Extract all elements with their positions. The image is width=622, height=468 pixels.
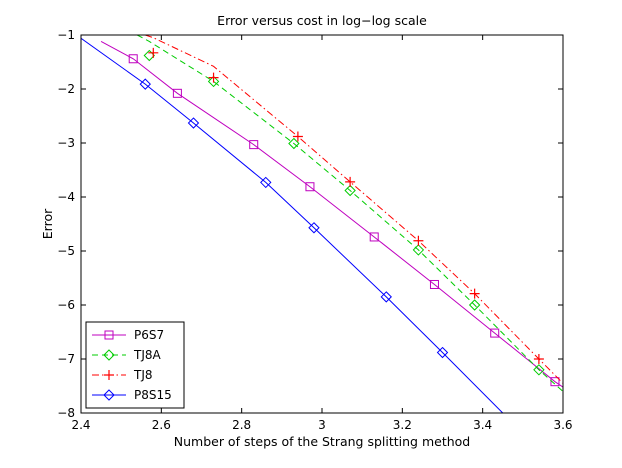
data-point-marker	[380, 291, 392, 303]
data-point-marker	[533, 364, 545, 376]
data-point-marker	[172, 88, 182, 98]
y-tick-label: −2	[57, 82, 75, 96]
legend-item: TJ8	[92, 368, 153, 382]
y-axis-label: Error	[40, 208, 55, 239]
data-point-marker	[308, 222, 320, 234]
data-point-marker	[143, 49, 155, 62]
legend-marker	[104, 370, 114, 380]
data-point-marker	[345, 176, 356, 187]
x-tick-label: 2.4	[71, 418, 90, 432]
y-tick-label: −6	[57, 298, 75, 312]
data-point-marker	[260, 176, 272, 189]
legend-label: TJ8	[133, 368, 153, 382]
series-p8s15	[81, 37, 504, 413]
legend-label: P6S7	[134, 328, 164, 342]
data-point-marker	[305, 182, 315, 192]
legend-marker	[104, 330, 114, 340]
legend: P6S7 TJ8A TJ8 P8S15	[85, 321, 185, 409]
x-tick-label: 3.2	[393, 418, 412, 432]
y-tick-label: −8	[57, 406, 75, 420]
y-tick-label: −7	[57, 352, 75, 366]
data-point-marker	[207, 75, 220, 88]
x-tick-label: 3.4	[473, 418, 492, 432]
series-line	[100, 41, 563, 388]
x-tick-label: 3	[318, 418, 326, 432]
data-point-marker	[436, 346, 449, 359]
chart-title: Error versus cost in log−log scale	[217, 13, 427, 28]
data-point-marker	[249, 140, 259, 150]
data-point-marker	[344, 184, 356, 197]
data-point-marker	[469, 288, 480, 299]
series-line	[145, 35, 563, 384]
legend-item: TJ8A	[92, 348, 162, 362]
data-point-marker	[533, 354, 544, 364]
legend-label: P8S15	[134, 388, 172, 402]
legend-item: P8S15	[92, 388, 172, 402]
data-point-marker	[429, 279, 439, 289]
data-point-marker	[288, 137, 300, 150]
series-layer	[81, 35, 563, 413]
data-point-marker	[208, 72, 219, 83]
legend-marker	[103, 389, 115, 401]
plot-frame	[80, 34, 564, 414]
x-axis-label: Number of steps of the Strang splitting …	[174, 434, 470, 449]
y-tick-label: −3	[57, 136, 75, 150]
ticks-layer: 2.4 2.6 2.8 3 3.2 3.4 3.6 −1 −2 −3 −4 −5 −6 −7 −8	[57, 28, 572, 432]
data-point-marker	[187, 117, 200, 129]
data-point-marker	[413, 235, 424, 246]
legend-item: P6S7	[92, 328, 164, 342]
data-point-marker	[412, 244, 425, 256]
data-point-marker	[468, 299, 481, 311]
y-tick-label: −1	[57, 28, 75, 42]
legend-box	[85, 321, 185, 409]
y-tick-label: −4	[57, 190, 75, 204]
data-point-marker	[550, 377, 560, 387]
series-line	[81, 37, 504, 413]
data-point-marker	[139, 78, 151, 90]
series-p6s7	[100, 41, 563, 388]
x-tick-label: 3.6	[553, 418, 572, 432]
data-point-marker	[128, 54, 138, 64]
data-point-marker	[369, 232, 379, 242]
series-line	[136, 35, 563, 392]
data-point-marker	[490, 328, 500, 338]
data-point-marker	[292, 131, 303, 142]
data-point-marker	[148, 47, 159, 58]
series-tj8a	[136, 35, 563, 392]
x-tick-label: 2.8	[232, 418, 251, 432]
series-tj8	[145, 35, 563, 384]
y-tick-label: −5	[57, 244, 75, 258]
legend-marker	[103, 349, 115, 361]
legend-label: TJ8A	[133, 348, 162, 362]
x-tick-label: 2.6	[152, 418, 171, 432]
